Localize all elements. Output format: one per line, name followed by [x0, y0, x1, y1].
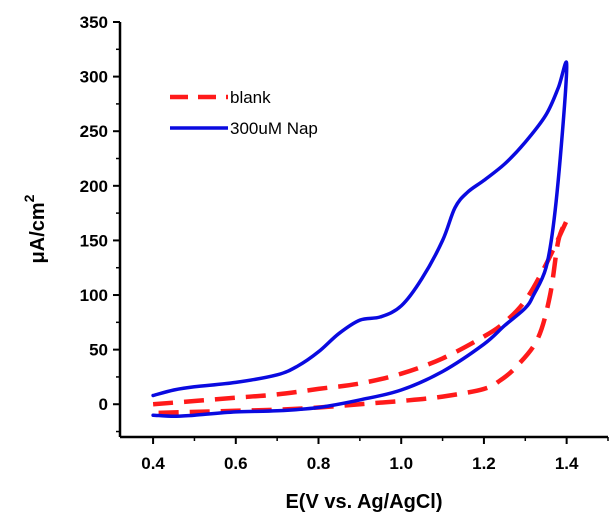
- y-ticks: 0 50 100 150 200 250 300 350: [80, 13, 120, 433]
- x-tick-label: 0.8: [307, 454, 331, 473]
- plot-area: 0 50 100 150 200 250 300 350 0.4 0.6 0.8 1.0 1.2 1.4: [80, 13, 609, 473]
- legend: blank 300uM Nap: [170, 88, 318, 138]
- y-axis-title-group: μA/cm2: [21, 194, 49, 263]
- y-tick-label: 200: [80, 177, 108, 196]
- y-tick-label: 350: [80, 13, 108, 32]
- x-ticks: 0.4 0.6 0.8 1.0 1.2 1.4: [141, 437, 609, 473]
- y-tick-label: 250: [80, 122, 108, 141]
- x-tick-label: 0.4: [141, 454, 165, 473]
- x-axis-title: E(V vs. Ag/AgCl): [285, 491, 442, 513]
- x-tick-label: 1.4: [555, 454, 579, 473]
- x-tick-label: 1.0: [389, 454, 413, 473]
- y-tick-label: 100: [80, 286, 108, 305]
- legend-label-blank: blank: [230, 88, 271, 107]
- series-group: [151, 60, 570, 419]
- series-line-nap: [151, 60, 569, 419]
- x-tick-label: 0.6: [224, 454, 248, 473]
- legend-label-nap: 300uM Nap: [230, 119, 318, 138]
- y-tick-label: 300: [80, 68, 108, 87]
- y-axis-title: μA/cm2: [21, 194, 49, 263]
- x-tick-label: 1.2: [472, 454, 496, 473]
- y-tick-label: 0: [99, 395, 108, 414]
- y-axis-title-main: μA/cm: [27, 202, 49, 263]
- y-tick-label: 50: [89, 341, 108, 360]
- y-axis-title-superscript: 2: [21, 194, 37, 202]
- y-tick-label: 150: [80, 231, 108, 250]
